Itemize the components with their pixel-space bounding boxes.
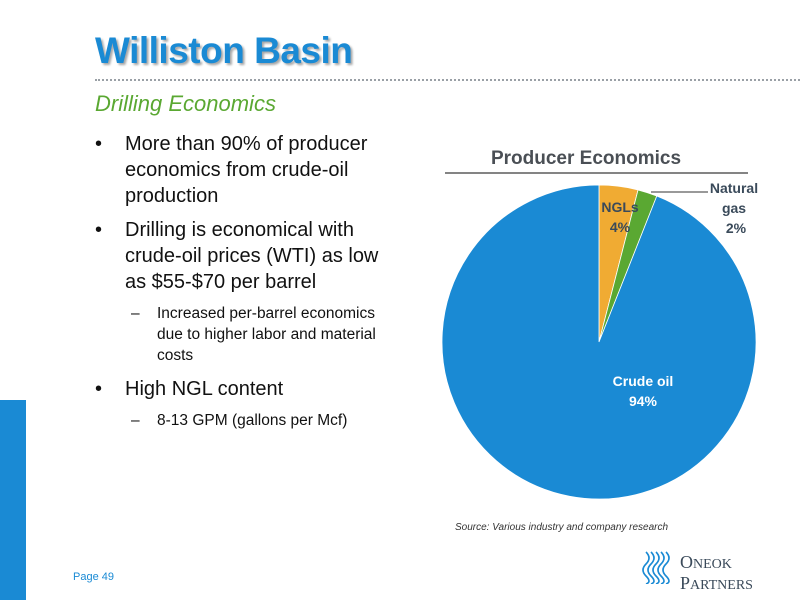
- bullet-list: • More than 90% of producer economics fr…: [95, 131, 425, 441]
- bullet-line: as $55-$70 per barrel: [125, 271, 317, 293]
- pie-slice-crude-oil: [441, 184, 757, 500]
- slide-title: Williston Basin: [95, 30, 353, 71]
- source-note: Source: Various industry and company res…: [455, 522, 669, 533]
- bullet-line: crude-oil prices (WTI) as low: [125, 245, 379, 267]
- slide-subtitle: Drilling Economics: [95, 91, 276, 116]
- slice-value-crude-oil: 94%: [629, 393, 658, 409]
- left-accent-bar: [0, 400, 26, 600]
- bullet-item-3: • High NGL content: [95, 376, 425, 402]
- bullet-item-1: • More than 90% of producer economics fr…: [95, 131, 425, 209]
- bullet-dot: •: [95, 378, 103, 400]
- sub-bullet-line: 8-13 GPM (gallons per Mcf): [157, 412, 348, 429]
- sub-bullet-item-2: – 8-13 GPM (gallons per Mcf): [95, 410, 425, 431]
- sub-bullet-item-1: – Increased per-barrel economics due to …: [95, 303, 425, 366]
- bullet-item-2: • Drilling is economical with crude-oil …: [95, 217, 425, 295]
- bullet-line: economics from crude-oil: [125, 159, 349, 181]
- page-number: Page 49: [73, 571, 114, 583]
- bullet-line: Drilling is economical with: [125, 219, 354, 241]
- bullet-line: production: [125, 185, 219, 207]
- slice-label-crude-oil: Crude oil: [613, 373, 674, 389]
- slice-label-natural-gas-2: gas: [722, 200, 746, 216]
- chart-title: Producer Economics: [491, 148, 681, 169]
- sub-bullet-line: Increased per-barrel economics: [157, 305, 375, 322]
- title-divider: [95, 79, 800, 81]
- slice-value-ngls: 4%: [610, 219, 631, 235]
- oneok-logo-icon: [642, 551, 670, 584]
- sub-bullet-line: due to higher labor and material: [157, 326, 376, 343]
- sub-bullet-dash: –: [131, 305, 140, 322]
- bullet-line: More than 90% of producer: [125, 133, 368, 155]
- bullet-dot: •: [95, 219, 103, 241]
- sub-bullet-dash: –: [131, 412, 140, 429]
- slice-label-ngls: NGLs: [601, 199, 639, 215]
- bullet-line: High NGL content: [125, 378, 284, 400]
- sub-bullet-line: costs: [157, 347, 194, 364]
- slice-label-natural-gas-1: Natural: [710, 180, 758, 196]
- oneok-partners-logo-text: ONEOK PARTNERS: [680, 552, 753, 593]
- slice-value-natural-gas: 2%: [726, 220, 747, 236]
- pie-slices: [441, 184, 757, 500]
- bullet-dot: •: [95, 133, 103, 155]
